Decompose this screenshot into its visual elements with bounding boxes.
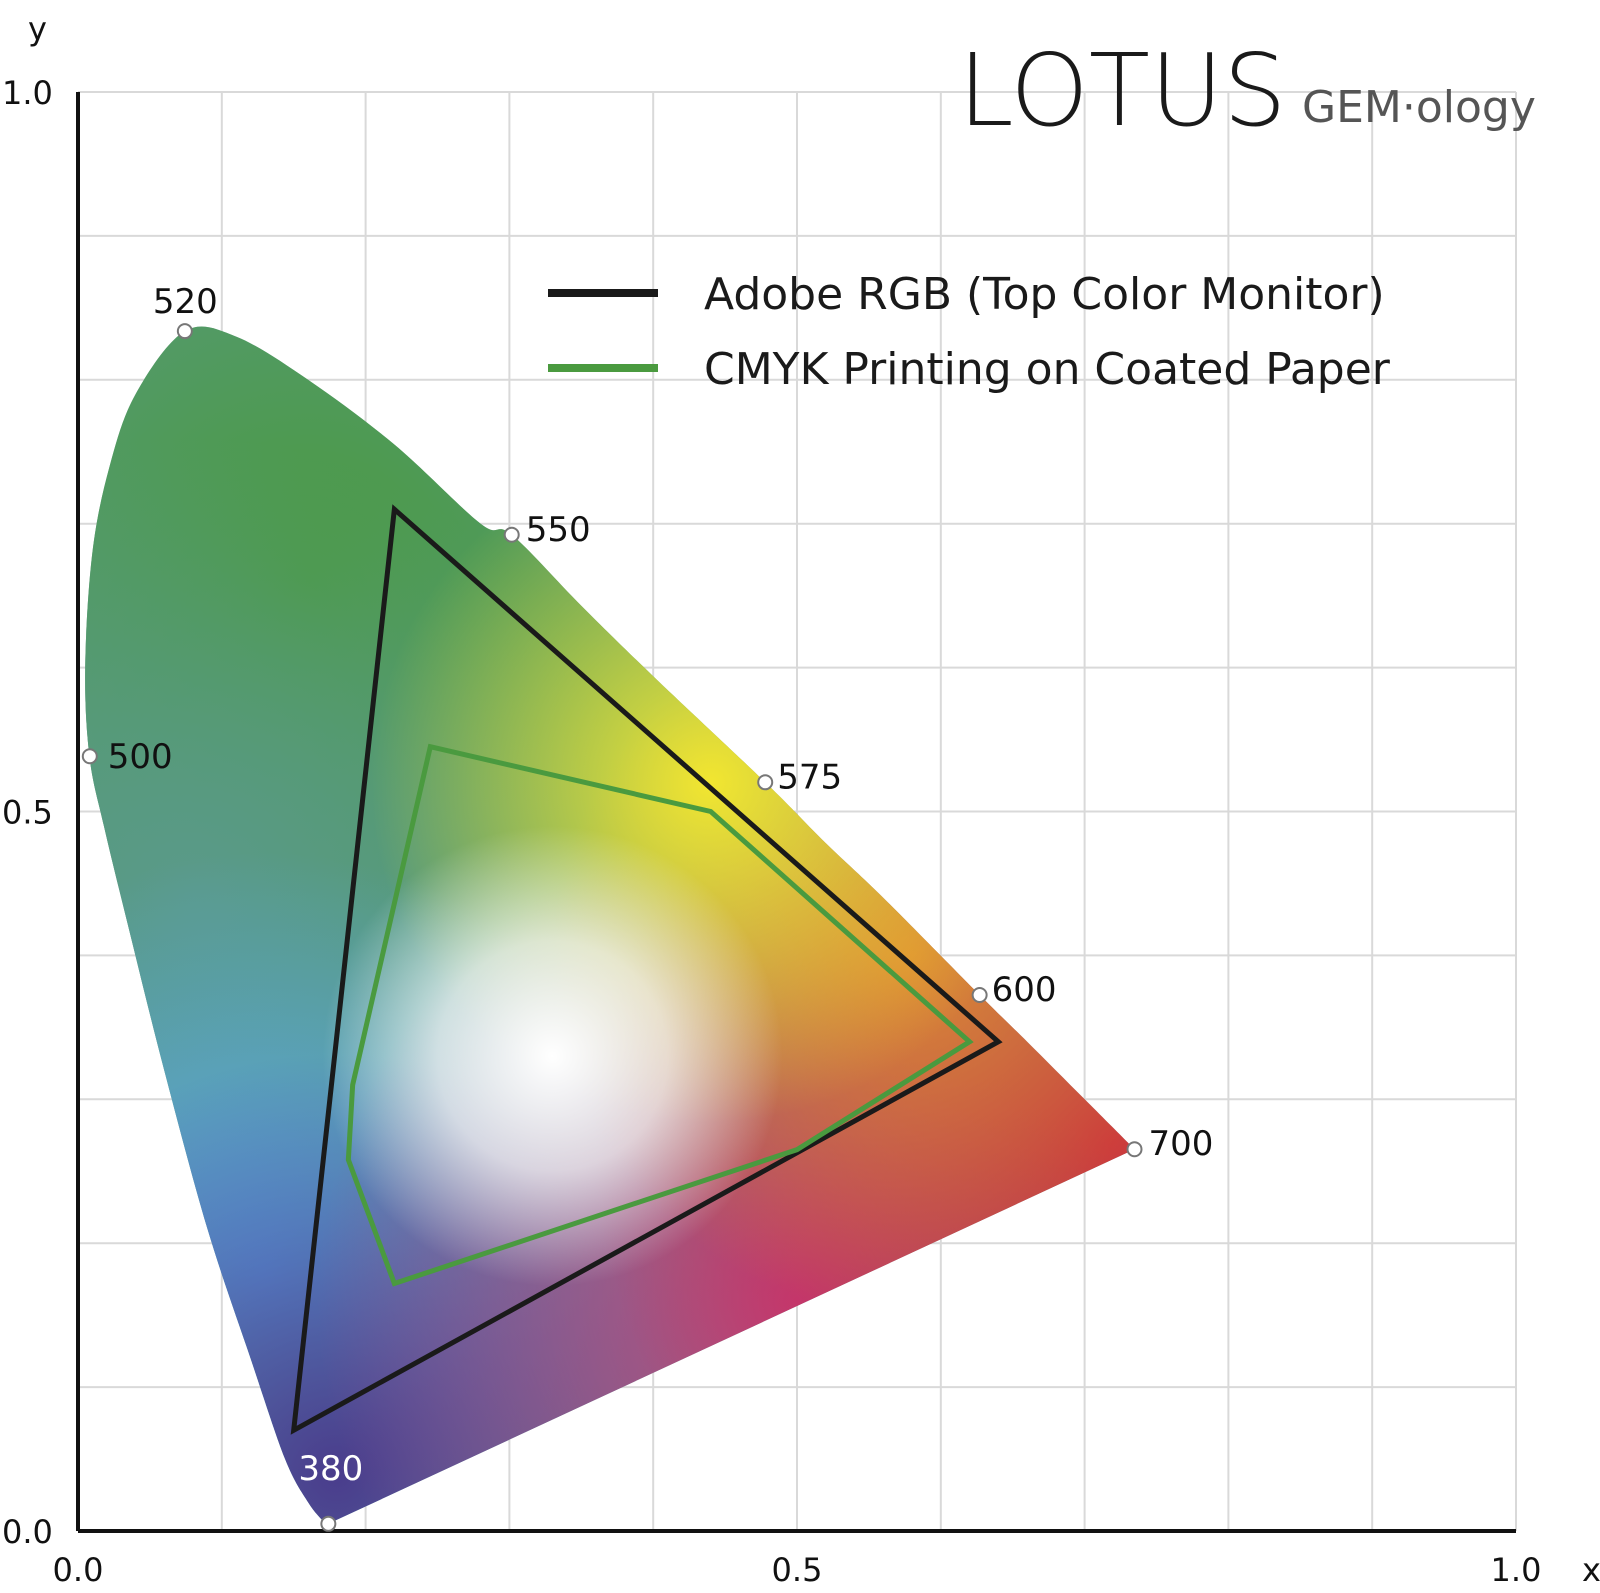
y-tick-label: 0.5 bbox=[2, 794, 53, 832]
x-axis-label: x bbox=[1582, 1551, 1600, 1589]
wavelength-marker-600 bbox=[971, 986, 988, 1003]
lotus-gemology-logo: LOTUS GEM·ology bbox=[958, 32, 1536, 149]
legend: Adobe RGB (Top Color Monitor) CMYK Print… bbox=[548, 269, 1391, 395]
y-tick-label: 0.0 bbox=[2, 1513, 53, 1551]
gamut-outlines bbox=[290, 504, 1003, 1435]
logo-sub-text: GEM·ology bbox=[1302, 82, 1536, 133]
logo-main-text: LOTUS bbox=[958, 32, 1287, 149]
wavelength-marker-380 bbox=[320, 1515, 337, 1532]
gamut-outline-1 bbox=[345, 743, 974, 1287]
wavelength-label-520: 520 bbox=[153, 282, 218, 322]
x-tick-label: 0.0 bbox=[53, 1551, 104, 1589]
x-tick-label: 1.0 bbox=[1491, 1551, 1542, 1589]
wavelength-markers: 380 500 520 550 575 600 700 bbox=[81, 282, 1213, 1532]
gamut-outline-0 bbox=[290, 504, 1003, 1435]
wavelength-label-500: 500 bbox=[108, 737, 173, 777]
legend-label-adobe-rgb: Adobe RGB (Top Color Monitor) bbox=[704, 269, 1385, 320]
wavelength-label-700: 700 bbox=[1148, 1124, 1213, 1164]
wavelength-marker-700 bbox=[1126, 1141, 1143, 1158]
wavelength-marker-575 bbox=[757, 774, 774, 791]
wavelength-marker-520 bbox=[176, 323, 193, 340]
wavelength-label-600: 600 bbox=[992, 970, 1057, 1010]
wavelength-label-550: 550 bbox=[526, 510, 591, 550]
y-axis-label: y bbox=[28, 10, 47, 48]
legend-label-cmyk: CMYK Printing on Coated Paper bbox=[704, 344, 1391, 395]
wavelength-label-575: 575 bbox=[777, 757, 842, 797]
y-tick-label: 1.0 bbox=[2, 74, 53, 112]
wavelength-marker-500 bbox=[81, 748, 98, 765]
wavelength-marker-550 bbox=[503, 526, 520, 543]
axes: 0.0 0.5 1.0 0.0 0.5 1.0 x y bbox=[2, 10, 1600, 1589]
x-tick-label: 0.5 bbox=[772, 1551, 823, 1589]
wavelength-label-380: 380 bbox=[298, 1449, 363, 1489]
